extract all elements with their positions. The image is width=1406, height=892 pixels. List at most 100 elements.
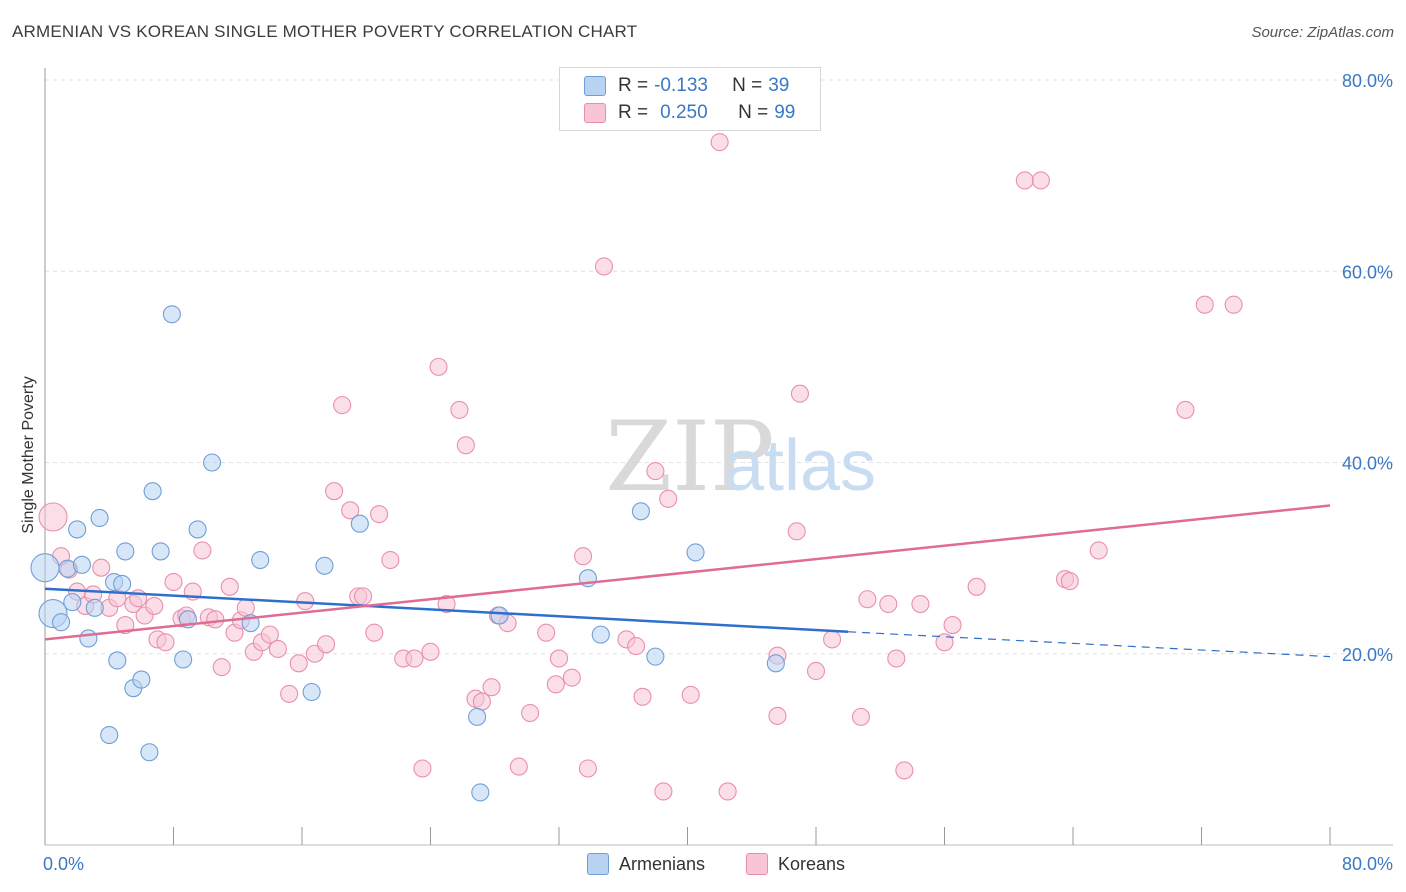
korean-point xyxy=(935,633,954,652)
korean-point xyxy=(370,505,389,524)
bottom-legend-koreans: Koreans xyxy=(746,851,845,877)
korean-point xyxy=(268,639,287,659)
korean-point xyxy=(38,502,68,532)
legend-r-label: R = xyxy=(618,102,649,123)
armenian-point xyxy=(631,502,650,521)
armenian-point xyxy=(85,598,104,617)
armenian-point xyxy=(113,574,132,593)
y-axis-label: Single Mother Poverty xyxy=(20,376,37,533)
y-tick-label: 80.0% xyxy=(1342,71,1393,91)
armenian-point xyxy=(686,543,705,562)
korean-point xyxy=(549,649,569,668)
armenian-point xyxy=(766,654,785,673)
x-tick-label: 0.0% xyxy=(43,854,84,874)
korean-point xyxy=(768,706,787,725)
korean-point xyxy=(858,590,877,609)
y-tick-label: 20.0% xyxy=(1342,645,1393,665)
korean-point xyxy=(482,678,501,697)
armenian-point xyxy=(315,556,334,575)
korean-point xyxy=(851,707,871,726)
x-tick-label: 80.0% xyxy=(1342,854,1393,874)
correlation-legend: R = -0.133 N = 39 R = 0.250 N = 99 xyxy=(559,67,821,131)
armenian-point xyxy=(591,625,610,644)
koreans-swatch xyxy=(584,103,606,123)
armenian-point xyxy=(140,743,159,762)
armenian-point xyxy=(468,707,487,726)
bottom-legend-armenians: Armenians xyxy=(587,851,705,877)
korean-point xyxy=(280,684,299,703)
armenian-point xyxy=(471,783,490,802)
korean-point xyxy=(405,649,424,668)
korean-point xyxy=(654,782,673,801)
korean-point xyxy=(646,462,665,481)
armenian-point xyxy=(52,613,71,632)
korean-point xyxy=(1060,572,1079,591)
armenian-point xyxy=(174,650,193,669)
y-tick-label: 40.0% xyxy=(1342,454,1393,474)
korean-point xyxy=(681,685,700,704)
legend-n-value: 39 xyxy=(768,75,790,96)
trend-layer xyxy=(44,504,1331,658)
grid-layer xyxy=(45,79,1393,655)
korean-point xyxy=(472,692,491,711)
legend-n-label: N = xyxy=(732,75,763,96)
legend-r-value: 0.250 xyxy=(660,102,708,123)
korean-point xyxy=(718,782,737,801)
korean-point xyxy=(562,668,581,687)
korean-point xyxy=(450,400,469,419)
armenians-swatch xyxy=(584,76,606,96)
armenian-point xyxy=(100,725,119,745)
korean-point xyxy=(1176,400,1195,419)
korean-point xyxy=(578,759,597,778)
armenian-point xyxy=(162,305,181,324)
koreans-trend-line xyxy=(44,504,1331,641)
korean-point xyxy=(790,384,809,403)
armenians-legend-label: Armenians xyxy=(619,853,706,874)
korean-point xyxy=(437,594,456,614)
korean-point xyxy=(429,357,448,376)
armenian-point xyxy=(188,520,207,539)
korean-point xyxy=(710,133,729,152)
legend-n-value: 99 xyxy=(774,102,796,123)
armenian-point xyxy=(132,670,151,689)
armenians-trend-extension xyxy=(848,631,1331,658)
armenian-point xyxy=(151,542,170,561)
legend-r-value: -0.133 xyxy=(654,75,708,96)
armenian-point xyxy=(79,629,98,648)
watermark-atlas: atlas xyxy=(724,426,876,506)
korean-point xyxy=(574,547,593,566)
korean-point xyxy=(341,501,360,520)
korean-point xyxy=(317,635,336,654)
korean-point xyxy=(421,642,440,661)
armenian-point xyxy=(30,553,60,583)
korean-point xyxy=(943,616,962,635)
armenian-point xyxy=(116,542,135,561)
armenian-point xyxy=(646,647,665,666)
korean-point xyxy=(289,654,308,673)
points-layer xyxy=(30,133,1243,802)
armenian-point xyxy=(63,593,82,612)
korean-point xyxy=(1031,171,1050,190)
armenian-point xyxy=(72,555,91,574)
korean-point xyxy=(967,577,986,596)
korean-point xyxy=(1224,295,1243,314)
korean-point xyxy=(260,625,279,644)
armenian-point xyxy=(490,606,509,625)
watermark-zip: ZIP xyxy=(605,401,774,513)
korean-point xyxy=(537,623,556,642)
armenian-point xyxy=(143,482,162,501)
korean-point xyxy=(911,594,930,614)
armenian-point xyxy=(350,514,369,533)
korean-point xyxy=(92,558,111,577)
armenian-point xyxy=(203,453,222,472)
korean-point xyxy=(633,687,652,706)
koreans-legend-swatch xyxy=(746,853,768,875)
korean-point xyxy=(365,623,384,642)
korean-point xyxy=(325,482,344,501)
korean-point xyxy=(156,633,175,652)
korean-point xyxy=(456,436,475,455)
korean-point xyxy=(212,658,231,677)
armenian-point xyxy=(302,682,321,702)
korean-point xyxy=(594,257,614,276)
korean-point xyxy=(887,649,906,668)
